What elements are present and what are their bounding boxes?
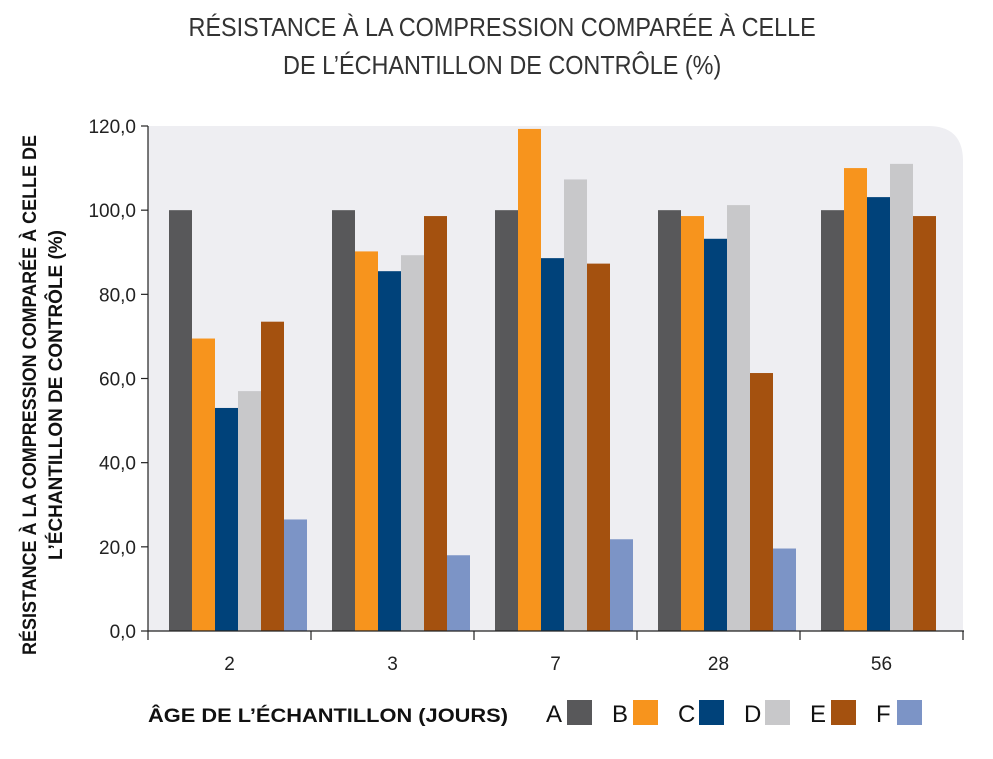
- legend-swatch-F: [897, 700, 922, 725]
- bar-B-3: [355, 251, 378, 632]
- x-axis-title: ÂGE DE L’ÉCHANTILLON (JOURS): [148, 705, 508, 727]
- bar-D-56: [890, 163, 913, 631]
- bar-B-7: [518, 128, 541, 631]
- y-tick-label: 120,0: [88, 117, 136, 138]
- bar-A-2: [169, 210, 192, 631]
- bar-C-28: [704, 238, 727, 632]
- x-tick-label: 56: [871, 654, 892, 675]
- bar-C-2: [215, 407, 238, 631]
- bar-A-28: [658, 210, 681, 631]
- bar-A-7: [495, 210, 518, 631]
- bars-group: [169, 128, 936, 632]
- bar-A-56: [821, 210, 844, 631]
- x-tick-label: 28: [708, 654, 729, 675]
- y-tick-label: 100,0: [88, 201, 136, 222]
- x-axis-ticks: 2 3 7 28 56: [147, 631, 964, 675]
- legend-swatch-C: [699, 700, 724, 725]
- y-axis-title-line-2: L’ÉCHANTILLON DE CONTRÔLE (%): [45, 230, 67, 560]
- y-axis-ticks: 0,0 20,0 40,0 60,0 80,0 100,0 120,0: [88, 117, 148, 643]
- legend-label-F: F: [876, 701, 891, 728]
- bar-D-2: [238, 391, 261, 631]
- legend-label-E: E: [810, 701, 826, 728]
- bar-E-28: [750, 373, 773, 631]
- bar-C-56: [867, 197, 890, 631]
- bar-F-2: [284, 519, 307, 631]
- bar-F-28: [773, 548, 796, 631]
- legend: A B C D E F: [546, 700, 922, 728]
- y-tick-label: 0,0: [110, 622, 136, 643]
- bar-A-3: [332, 210, 355, 631]
- bar-B-56: [844, 168, 867, 632]
- chart-title-line-1: RÉSISTANCE À LA COMPRESSION COMPARÉE À C…: [188, 12, 816, 42]
- legend-label-C: C: [678, 701, 695, 728]
- bar-D-28: [727, 205, 750, 631]
- legend-label-D: D: [744, 701, 761, 728]
- y-tick-label: 80,0: [99, 285, 136, 306]
- bar-E-56: [913, 216, 936, 631]
- chart-title-line-2: DE L’ÉCHANTILLON DE CONTRÔLE (%): [283, 50, 722, 80]
- bar-F-3: [447, 555, 470, 631]
- bar-F-7: [610, 539, 633, 631]
- legend-swatch-E: [831, 700, 856, 725]
- x-tick-label: 7: [550, 654, 561, 675]
- y-tick-label: 20,0: [99, 538, 136, 559]
- bar-C-7: [541, 258, 564, 631]
- y-tick-label: 60,0: [99, 370, 136, 391]
- bar-B-2: [192, 338, 215, 631]
- bar-E-2: [261, 321, 284, 631]
- bar-E-3: [424, 216, 447, 631]
- bar-B-28: [681, 216, 704, 631]
- bar-C-3: [378, 271, 401, 631]
- legend-label-A: A: [546, 701, 562, 728]
- legend-swatch-D: [765, 700, 790, 725]
- y-axis-title: RÉSISTANCE À LA COMPRESSION COMPARÉE À C…: [19, 135, 67, 655]
- chart-title: RÉSISTANCE À LA COMPRESSION COMPARÉE À C…: [55, 8, 949, 84]
- x-tick-label: 2: [224, 654, 235, 675]
- legend-swatch-B: [633, 700, 658, 725]
- bar-E-7: [587, 263, 610, 631]
- y-axis-title-line-1: RÉSISTANCE À LA COMPRESSION COMPARÉE À C…: [19, 135, 41, 655]
- x-tick-label: 3: [387, 654, 398, 675]
- y-tick-label: 40,0: [99, 454, 136, 475]
- legend-swatch-A: [567, 700, 592, 725]
- bar-D-7: [564, 179, 587, 631]
- bar-D-3: [401, 255, 424, 631]
- legend-label-B: B: [612, 701, 628, 728]
